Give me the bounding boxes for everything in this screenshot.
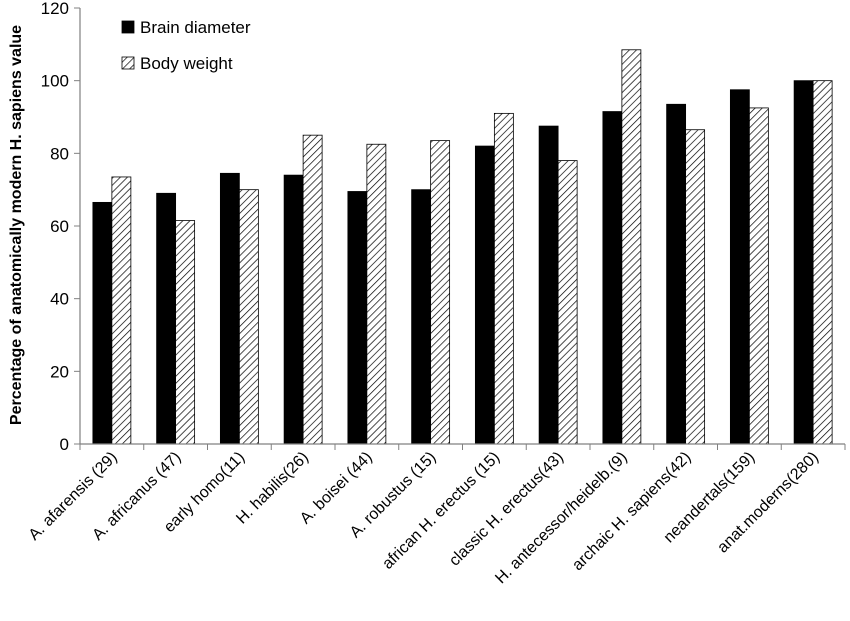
x-category-label: african H. erectus (15) [379, 449, 503, 573]
bar-body-weight [812, 80, 833, 445]
bar-body-weight [748, 107, 769, 445]
x-category-label: archaic H. sapiens(42) [569, 449, 694, 574]
bar-body-weight [493, 112, 514, 445]
bar-brain-diameter [347, 191, 368, 445]
legend-swatch [121, 56, 135, 70]
bar-body-weight [557, 160, 578, 445]
bar-body-weight [430, 140, 451, 445]
y-tick-label: 120 [41, 0, 69, 18]
y-tick-label: 40 [50, 290, 69, 309]
bars [92, 49, 833, 445]
bar-brain-diameter [729, 89, 750, 445]
bar-brain-diameter [219, 172, 240, 445]
y-tick-label: 100 [41, 72, 69, 91]
bar-brain-diameter [793, 80, 814, 445]
bar-brain-diameter [283, 174, 304, 445]
bar-body-weight [685, 129, 706, 445]
y-tick-label: 60 [50, 217, 69, 236]
legend-swatch [121, 20, 135, 34]
x-axis-labels: A. afarensis (29)A. africanus (47)early … [26, 449, 822, 587]
legend-label: Brain diameter [140, 18, 251, 37]
bar-brain-diameter [474, 145, 495, 445]
x-category-label: H. antecessor/heidelb.(9) [492, 449, 630, 587]
y-axis-ticks: 0 20 40 60 80 100 120 [41, 0, 80, 454]
y-tick-label: 20 [50, 362, 69, 381]
bar-brain-diameter [666, 103, 687, 445]
bar-body-weight [111, 176, 132, 445]
bar-brain-diameter [156, 192, 177, 445]
y-tick-label: 80 [50, 144, 69, 163]
bar-body-weight [175, 220, 196, 445]
y-tick-label: 0 [60, 435, 69, 454]
legend: Brain diameter Body weight [121, 18, 251, 73]
bar-body-weight [366, 143, 387, 445]
bar-brain-diameter [602, 111, 623, 445]
axes [79, 8, 846, 450]
bar-body-weight [621, 49, 642, 445]
bar-body-weight [302, 134, 323, 445]
bar-brain-diameter [538, 125, 559, 445]
y-axis-title: Percentage of anatomically modern H. sap… [8, 25, 25, 425]
x-category-label: classic H. erectus(43) [446, 449, 567, 570]
bar-body-weight [238, 189, 259, 445]
legend-label: Body weight [140, 54, 233, 73]
bar-brain-diameter [92, 201, 113, 445]
bar-brain-diameter [411, 189, 432, 445]
